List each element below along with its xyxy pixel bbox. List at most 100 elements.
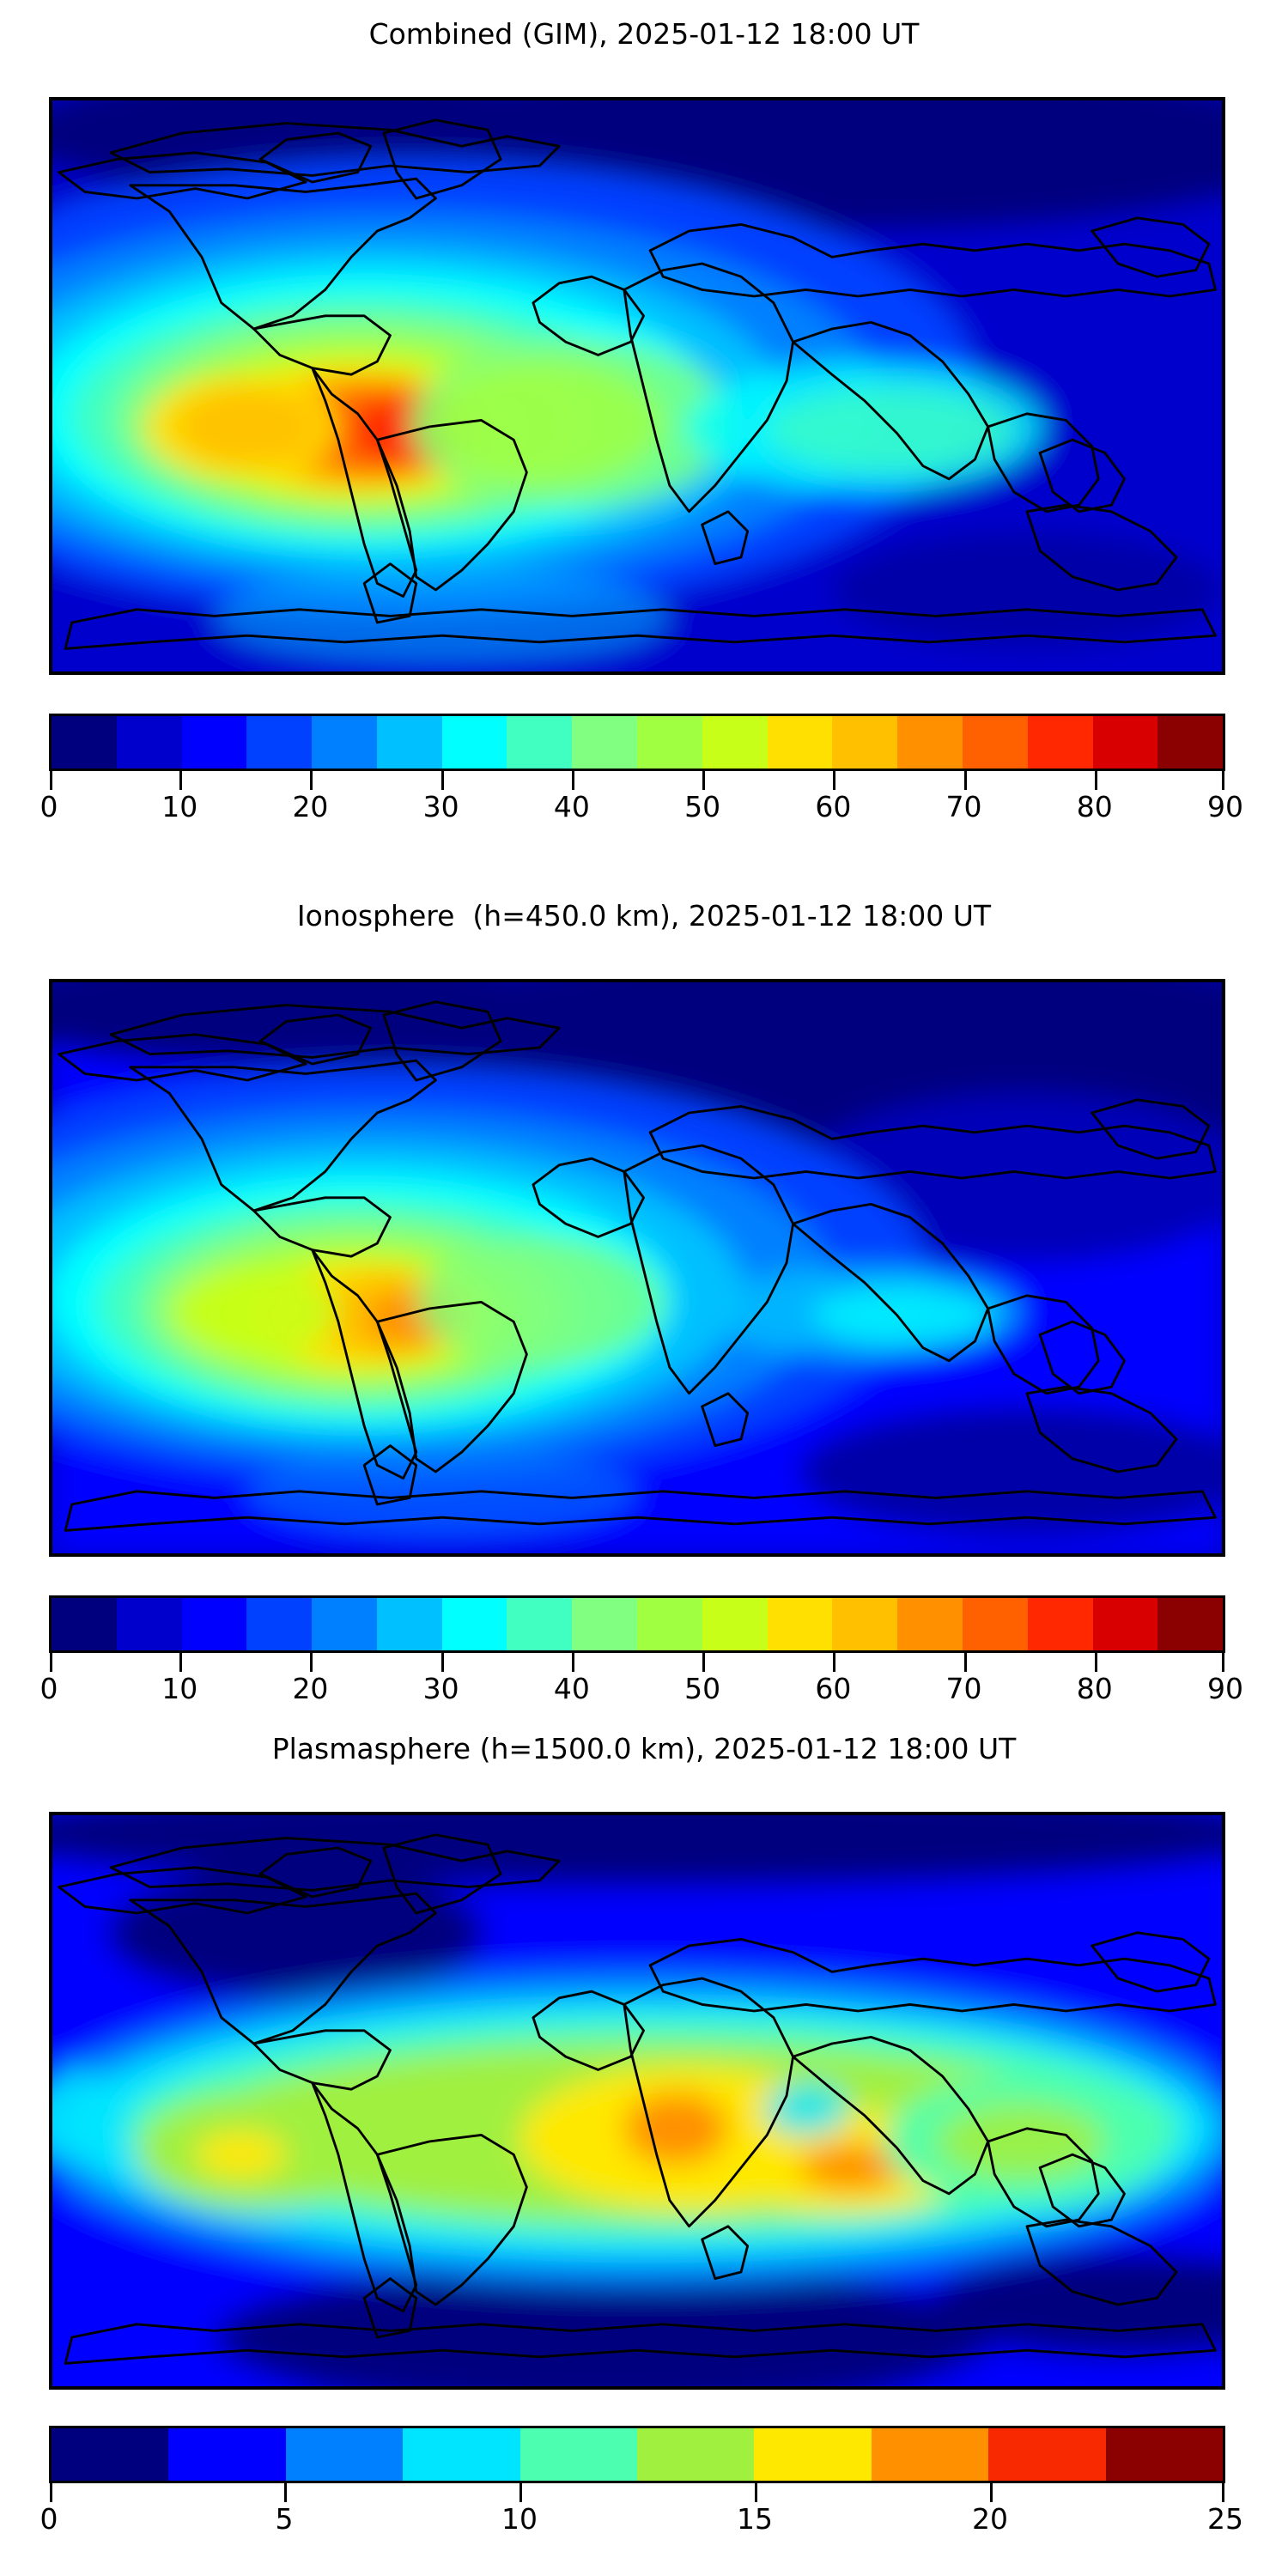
- colorbar-tick: [50, 771, 52, 790]
- colorbar-segment: [285, 2428, 404, 2481]
- colorbar-tick: [833, 1653, 836, 1672]
- colorbar-tick: [1222, 1653, 1224, 1672]
- colorbar-tick-label: 90: [1207, 790, 1243, 823]
- colorbar-tick: [284, 2483, 287, 2502]
- colorbar-segment: [246, 716, 313, 769]
- colorbar-segment: [312, 1598, 377, 1650]
- panel-title-combined: Combined (GIM), 2025-01-12 18:00 UT: [368, 17, 920, 51]
- colorbar-segment: [441, 1598, 507, 1650]
- colorbar-ionosphere-labels: 0 10 20 30 40 50 60 70 80 90: [40, 1672, 1244, 1710]
- colorbar-tick-label: 10: [161, 1672, 198, 1705]
- colorbar-tick-label: 5: [275, 2502, 294, 2536]
- colorbar-segment: [1105, 2428, 1224, 2481]
- colorbar-segment: [1092, 716, 1158, 769]
- colorbar-segment: [767, 716, 833, 769]
- combined-map-svg: [52, 100, 1222, 671]
- colorbar-segment: [637, 2428, 755, 2481]
- colorbar-tick: [1094, 771, 1097, 790]
- colorbar-segment: [962, 1598, 1028, 1650]
- colorbar-tick: [963, 1653, 967, 1672]
- plasmasphere-map: [49, 1812, 1225, 2390]
- ionosphere-panel: Ionosphere (h=450.0 km), 2025-01-12 18:0…: [0, 882, 1288, 1741]
- colorbar-segment: [832, 716, 898, 769]
- coastline-overlay: [58, 1000, 1217, 1532]
- colorbar-tick: [519, 2483, 522, 2502]
- colorbar-tick-label: 70: [945, 1672, 982, 1705]
- colorbar-tick-label: 60: [815, 1672, 852, 1705]
- colorbar-segment: [246, 1598, 313, 1650]
- colorbar-segment: [637, 1598, 702, 1650]
- colorbar-segment: [1157, 1598, 1224, 1650]
- colorbar-tick-label: 80: [1076, 1672, 1113, 1705]
- plasmasphere-map-svg: [52, 1815, 1222, 2386]
- combined-gim-map: [49, 97, 1225, 675]
- tec-contour-field: [52, 100, 1222, 671]
- colorbar-tick-label: 50: [684, 790, 721, 823]
- ionosphere-map-svg: [52, 982, 1222, 1553]
- colorbar-segment: [168, 2428, 286, 2481]
- colorbar-segment: [376, 1598, 442, 1650]
- colorbar-tick: [1222, 771, 1224, 790]
- colorbar-tick-label: 60: [815, 790, 852, 823]
- colorbar-plasmasphere-labels: 0 5 10 15 20 25: [40, 2502, 1244, 2540]
- colorbar-ionosphere-gradient: [49, 1595, 1225, 1653]
- colorbar-segment: [52, 1598, 117, 1650]
- colorbar-tick: [963, 771, 967, 790]
- colorbar-tick-label: 30: [422, 1672, 459, 1705]
- colorbar-tick: [50, 2483, 52, 2502]
- colorbar-segment: [988, 2428, 1106, 2481]
- colorbar-tick: [440, 1653, 444, 1672]
- colorbar-tick: [50, 1653, 52, 1672]
- colorbar-tick-label: 0: [39, 2502, 58, 2536]
- colorbar-tick-label: 15: [737, 2502, 773, 2536]
- colorbar-tick: [702, 1653, 706, 1672]
- colorbar-tick-label: 20: [972, 2502, 1008, 2536]
- colorbar-segment: [1157, 716, 1224, 769]
- colorbar-segment: [519, 2428, 638, 2481]
- colorbar-segment: [52, 716, 117, 769]
- colorbar-plasmasphere-ticks: [49, 2483, 1225, 2502]
- colorbar-ionosphere-ticks: [49, 1653, 1225, 1672]
- colorbar-segment: [507, 716, 573, 769]
- colorbar-combined-gradient: [49, 714, 1225, 771]
- colorbar-segment: [52, 2428, 169, 2481]
- colorbar-segment: [832, 1598, 898, 1650]
- colorbar-segment: [116, 716, 182, 769]
- colorbar-segment: [702, 716, 768, 769]
- colorbar-segment: [441, 716, 507, 769]
- colorbar-segment: [572, 716, 638, 769]
- colorbar-combined: 0 10 20 30 40 50 60 70 80 90: [40, 714, 1243, 828]
- colorbar-tick-label: 70: [945, 790, 982, 823]
- ionosphere-map: [49, 979, 1225, 1557]
- colorbar-segment: [1027, 716, 1093, 769]
- colorbar-tick: [310, 771, 313, 790]
- colorbar-plasmasphere-gradient: [49, 2426, 1225, 2483]
- colorbar-tick: [702, 771, 706, 790]
- colorbar-segment: [181, 1598, 247, 1650]
- colorbar-tick: [179, 1653, 183, 1672]
- colorbar-tick-label: 10: [161, 790, 198, 823]
- colorbar-segment: [1092, 1598, 1158, 1650]
- coastline-overlay: [58, 1833, 1217, 2365]
- colorbar-segment: [572, 1598, 638, 1650]
- colorbar-segment: [116, 1598, 182, 1650]
- colorbar-segment: [767, 1598, 833, 1650]
- colorbar-segment: [181, 716, 247, 769]
- colorbar-tick: [755, 2483, 757, 2502]
- colorbar-tick: [990, 2483, 993, 2502]
- colorbar-plasmasphere: 0 5 10 15 20 25: [40, 2426, 1244, 2540]
- colorbar-segment: [871, 2428, 989, 2481]
- colorbar-segment: [637, 716, 702, 769]
- colorbar-segment: [376, 716, 442, 769]
- colorbar-tick-label: 40: [553, 790, 590, 823]
- colorbar-tick-label: 20: [292, 790, 329, 823]
- colorbar-segment: [1027, 1598, 1093, 1650]
- colorbar-tick-label: 50: [684, 1672, 721, 1705]
- colorbar-segment: [403, 2428, 520, 2481]
- colorbar-tick-label: 80: [1076, 790, 1113, 823]
- combined-gim-panel: Combined (GIM), 2025-01-12 18:00 UT: [0, 0, 1288, 859]
- colorbar-segment: [962, 716, 1028, 769]
- colorbar-tick: [1222, 2483, 1224, 2502]
- colorbar-segment: [312, 716, 377, 769]
